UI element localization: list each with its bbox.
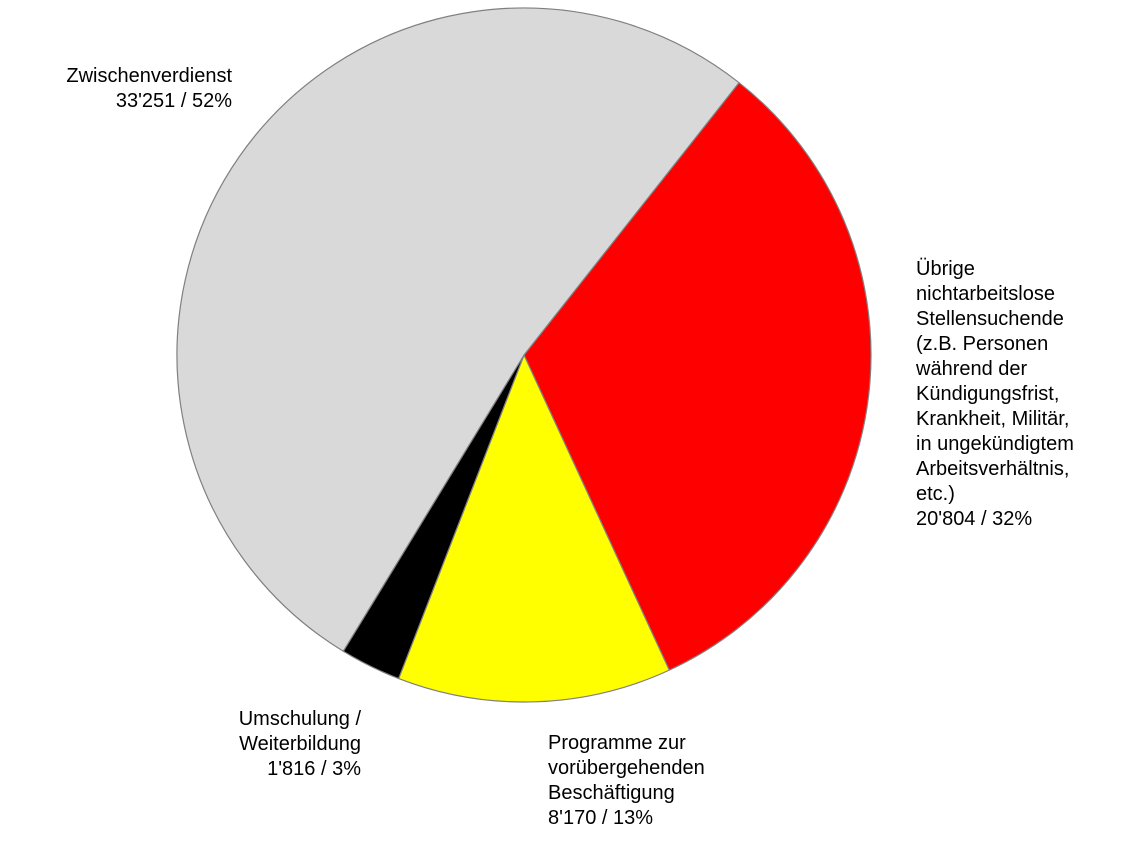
category-label: Programme zur vorübergehenden Beschäftig… xyxy=(548,732,705,804)
category-label: Übrige nichtarbeitslose Stellensuchende … xyxy=(916,258,1074,505)
slice-label: Programme zur vorübergehenden Beschäftig… xyxy=(548,731,705,831)
category-label: Umschulung / Weiterbildung xyxy=(238,708,361,755)
category-label: Zwischenverdienst xyxy=(66,65,232,87)
value-label: 20'804 / 32% xyxy=(916,508,1033,530)
value-label: 8'170 / 13% xyxy=(548,807,654,829)
pie-slice xyxy=(523,82,872,671)
pie-slice xyxy=(176,7,740,652)
value-label: 33'251 / 52% xyxy=(115,90,232,112)
slice-label: Umschulung / Weiterbildung 1'816 / 3% xyxy=(239,707,361,782)
slice-label: Übrige nichtarbeitslose Stellensuchende … xyxy=(916,257,1074,532)
slice-label: Zwischenverdienst 33'251 / 52% xyxy=(66,64,232,114)
pie-slice xyxy=(398,354,670,703)
value-label: 1'816 / 3% xyxy=(267,758,361,780)
